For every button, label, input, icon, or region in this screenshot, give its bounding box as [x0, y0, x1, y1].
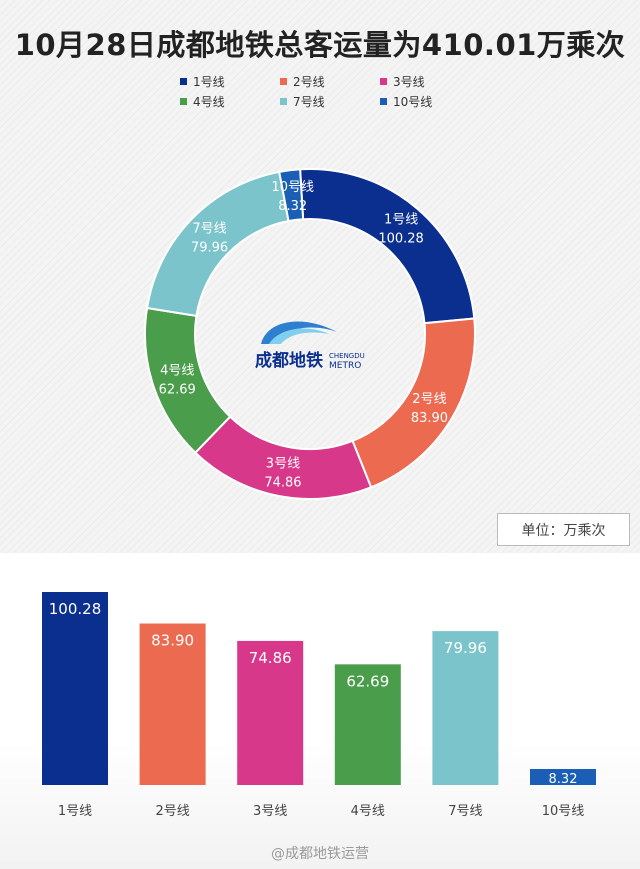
legend-item-line10: 10号线 [380, 92, 480, 110]
chengdu-metro-logo: 成都地铁 CHENGDU METRO [255, 321, 365, 371]
legend-label: 1号线 [193, 74, 225, 89]
bar-1 [42, 592, 108, 785]
bar-value-label: 79.96 [444, 639, 487, 657]
legend-swatch [380, 97, 387, 105]
bar-category-label: 3号线 [253, 804, 287, 819]
bar-value-label: 62.69 [346, 672, 389, 690]
donut-slice-6 [278, 168, 305, 223]
donut-slice-value: 8.32 [278, 199, 307, 214]
legend-item-line3: 3号线 [380, 72, 480, 90]
bar-3 [237, 640, 304, 785]
legend-item-line7: 7号线 [280, 92, 380, 110]
legend-label: 7号线 [293, 94, 325, 109]
bar-5 [432, 631, 499, 785]
donut-slice-label: 3号线 [266, 456, 300, 471]
logo-text-en-bottom: METRO [329, 361, 361, 371]
donut-slice-value: 62.69 [159, 382, 196, 397]
bar-category-label: 10号线 [542, 804, 585, 819]
legend-label: 3号线 [393, 74, 425, 89]
legend-swatch [280, 77, 287, 85]
chart-legend: 1号线 2号线 3号线 4号线 7号线 10号线 [180, 72, 480, 110]
donut-slice-value: 83.90 [411, 411, 448, 426]
bar-value-label: 83.90 [151, 632, 194, 650]
donut-slice-value: 74.86 [264, 475, 301, 490]
legend-item-line4: 4号线 [180, 92, 280, 110]
bar-value-label: 74.86 [249, 649, 292, 667]
bar-category-label: 4号线 [351, 804, 385, 819]
chart-title: 10月28日成都地铁总客运量为410.01万乘次 [14, 28, 626, 62]
bar-category-label: 1号线 [58, 804, 92, 819]
legend-swatch [280, 97, 287, 105]
unit-label: 单位：万乘次 [497, 513, 630, 546]
donut-chart-panel [0, 0, 640, 553]
legend-swatch [180, 77, 187, 85]
donut-slice-label: 7号线 [192, 221, 226, 236]
legend-label: 10号线 [393, 94, 433, 109]
legend-label: 2号线 [293, 74, 325, 89]
legend-item-line2: 2号线 [280, 72, 380, 90]
legend-label: 4号线 [193, 94, 225, 109]
donut-slice-label: 4号线 [160, 363, 194, 378]
legend-item-line1: 1号线 [180, 72, 280, 90]
bar-4 [334, 664, 401, 785]
logo-text-en-top: CHENGDU [329, 352, 365, 360]
donut-slice-label: 1号线 [384, 213, 418, 228]
donut-slice-value: 79.96 [191, 240, 228, 255]
bar-category-label: 2号线 [155, 804, 189, 819]
logo-text-cn: 成都地铁 [255, 350, 323, 371]
bar-value-label: 8.32 [549, 772, 578, 787]
bar-2 [139, 623, 206, 785]
logo-swoosh [261, 321, 337, 344]
donut-slice-4 [144, 306, 232, 455]
donut-slice-label: 2号线 [412, 392, 446, 407]
bar-value-label: 100.28 [49, 600, 102, 618]
bar-category-label: 7号线 [448, 804, 482, 819]
donut-chart: 1号线 100.28 2号线 83.90 3号线 74.86 4号线 62.69 7号线 79.9… [144, 168, 476, 500]
donut-slice-value: 100.28 [378, 232, 424, 247]
donut-slice-label: 10号线 [271, 180, 314, 195]
bar-6 [530, 768, 596, 785]
legend-swatch [180, 97, 187, 105]
watermark: @成都地铁运营 [271, 846, 369, 862]
legend-swatch [380, 77, 387, 85]
logo-swoosh-inner [269, 328, 329, 344]
bar-chart: 100.28 1号线 83.90 2号线 74.86 3号线 62.69 4号线 79.96 7号… [42, 592, 596, 819]
